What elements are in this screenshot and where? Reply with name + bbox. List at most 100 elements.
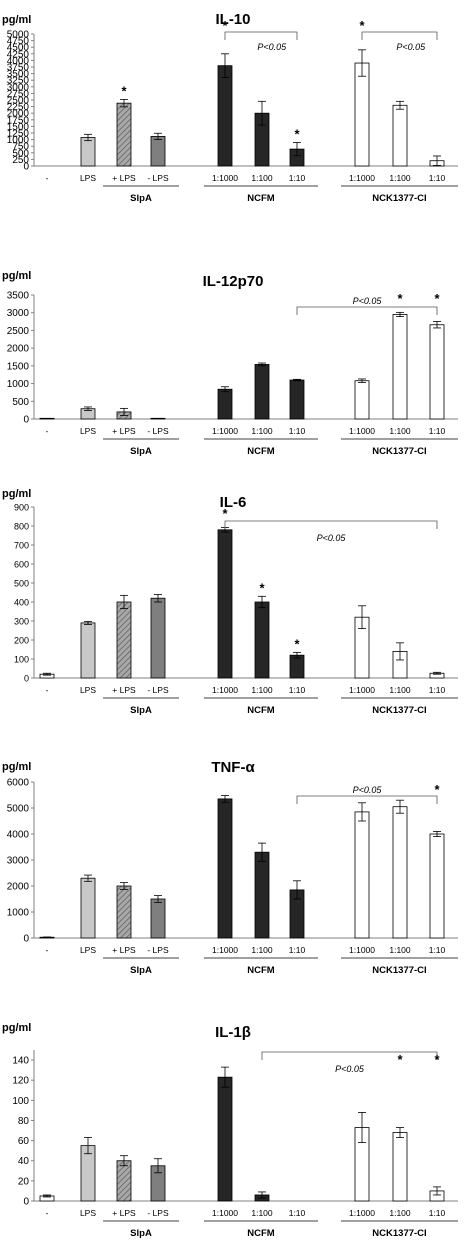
y-tick-label: 5000	[7, 30, 30, 41]
y-tick-label: 1250	[7, 129, 30, 140]
significance-star: *	[294, 636, 300, 651]
y-tick-label: 80	[18, 1116, 30, 1127]
group-label: SlpA	[130, 193, 152, 204]
y-tick-label: 3750	[7, 63, 30, 74]
category-label: - LPS	[147, 685, 169, 695]
y-tick-label: 2000	[7, 344, 30, 355]
bar-tnf--9	[429, 833, 445, 939]
y-tick-label: 900	[14, 503, 29, 513]
category-label: 1:10	[429, 173, 446, 183]
category-label: 1:1000	[212, 945, 238, 955]
y-tick-label: 3000	[7, 82, 30, 93]
significance-star: *	[397, 1052, 403, 1067]
y-tick-label: 2500	[7, 326, 30, 337]
category-label: 1:1000	[349, 945, 375, 955]
bar-il-12p70-8	[392, 314, 408, 420]
category-label: -	[46, 945, 49, 955]
comparison-bracket	[296, 306, 438, 315]
category-label: 1:100	[251, 1208, 273, 1218]
group-label: SlpA	[130, 1228, 152, 1239]
category-label: 1:100	[251, 945, 273, 955]
category-label: - LPS	[147, 173, 169, 183]
category-label: 1:1000	[212, 1208, 238, 1218]
y-axis-label-il-1-: pg/ml	[2, 1022, 31, 1034]
p-value-label: P<0.05	[353, 785, 383, 795]
significance-star: *	[222, 506, 228, 521]
category-label: + LPS	[112, 426, 136, 436]
y-tick-label: 100	[12, 1096, 29, 1107]
y-tick-label: 1000	[7, 908, 30, 919]
y-tick-label: 300	[14, 617, 29, 627]
y-tick-label: 4000	[7, 56, 30, 67]
y-tick-label: 120	[12, 1076, 29, 1087]
category-label: 1:1000	[349, 685, 375, 695]
bar-tnf--5	[254, 851, 270, 939]
category-label: 1:100	[251, 685, 273, 695]
significance-star: *	[294, 127, 300, 142]
category-label: LPS	[80, 1208, 96, 1218]
category-label: 1:1000	[212, 173, 238, 183]
group-label: NCFM	[247, 965, 275, 976]
chart-title-il-10: IL-10	[215, 11, 250, 28]
y-axis-label-tnf-: pg/ml	[2, 761, 31, 773]
bar-il-1--2	[116, 1160, 132, 1202]
group-label: NCK1377-CI	[372, 965, 426, 976]
category-label: 1:10	[429, 945, 446, 955]
category-label: 1:100	[389, 1208, 411, 1218]
category-label: 1:10	[429, 685, 446, 695]
y-tick-label: 2000	[7, 109, 30, 120]
y-tick-label: 2500	[7, 96, 30, 107]
group-label: NCK1377-CI	[372, 193, 426, 204]
category-label: 1:100	[251, 426, 273, 436]
y-tick-label: 500	[12, 148, 29, 159]
group-label: SlpA	[130, 446, 152, 457]
p-value-label: P<0.05	[353, 296, 383, 306]
category-label: - LPS	[147, 945, 169, 955]
comparison-bracket	[224, 520, 438, 529]
category-label: 1:100	[389, 426, 411, 436]
bar-il-6-4	[217, 529, 233, 679]
category-label: 1:10	[429, 1208, 446, 1218]
bar-il-6-5	[254, 601, 270, 679]
significance-star: *	[359, 18, 365, 33]
y-tick-label: 3500	[7, 69, 30, 80]
p-value-label: P<0.05	[317, 533, 347, 543]
significance-star: *	[222, 18, 228, 33]
y-tick-label: 4750	[7, 36, 30, 47]
y-tick-label: 0	[23, 934, 29, 945]
y-tick-label: 4500	[7, 43, 30, 54]
y-tick-label: 6000	[7, 778, 30, 789]
significance-star: *	[121, 83, 127, 98]
y-tick-label: 5000	[7, 804, 30, 815]
bar-il-12p70-9	[429, 324, 445, 420]
p-value-label: P<0.05	[335, 1064, 365, 1074]
category-label: + LPS	[112, 945, 136, 955]
category-label: 1:10	[289, 685, 306, 695]
y-tick-label: 3500	[7, 291, 30, 302]
y-tick-label: 750	[12, 142, 29, 153]
bar-il-10-4	[217, 65, 233, 167]
category-label: 1:10	[289, 1208, 306, 1218]
category-label: -	[46, 1208, 49, 1218]
y-tick-label: 1500	[7, 361, 30, 372]
category-label: LPS	[80, 426, 96, 436]
bar-il-12p70-3	[150, 417, 166, 420]
bar-il-12p70-6	[289, 379, 305, 420]
comparison-bracket	[224, 31, 298, 40]
bar-tnf--3	[150, 898, 166, 939]
bar-il-12p70-0	[39, 417, 55, 420]
comparison-bracket	[261, 1051, 438, 1060]
bar-il-6-1	[80, 622, 96, 679]
bar-il-12p70-4	[217, 388, 233, 420]
bar-tnf--8	[392, 806, 408, 939]
y-tick-label: 3000	[7, 856, 30, 867]
category-label: LPS	[80, 173, 96, 183]
chart-title-il-12p70: IL-12p70	[203, 273, 264, 290]
significance-star: *	[434, 782, 440, 797]
comparison-bracket	[296, 795, 438, 804]
group-label: SlpA	[130, 965, 152, 976]
category-label: -	[46, 685, 49, 695]
bar-il-10-7	[354, 62, 370, 167]
y-tick-label: 0	[23, 1197, 29, 1208]
y-tick-label: 800	[14, 522, 29, 532]
